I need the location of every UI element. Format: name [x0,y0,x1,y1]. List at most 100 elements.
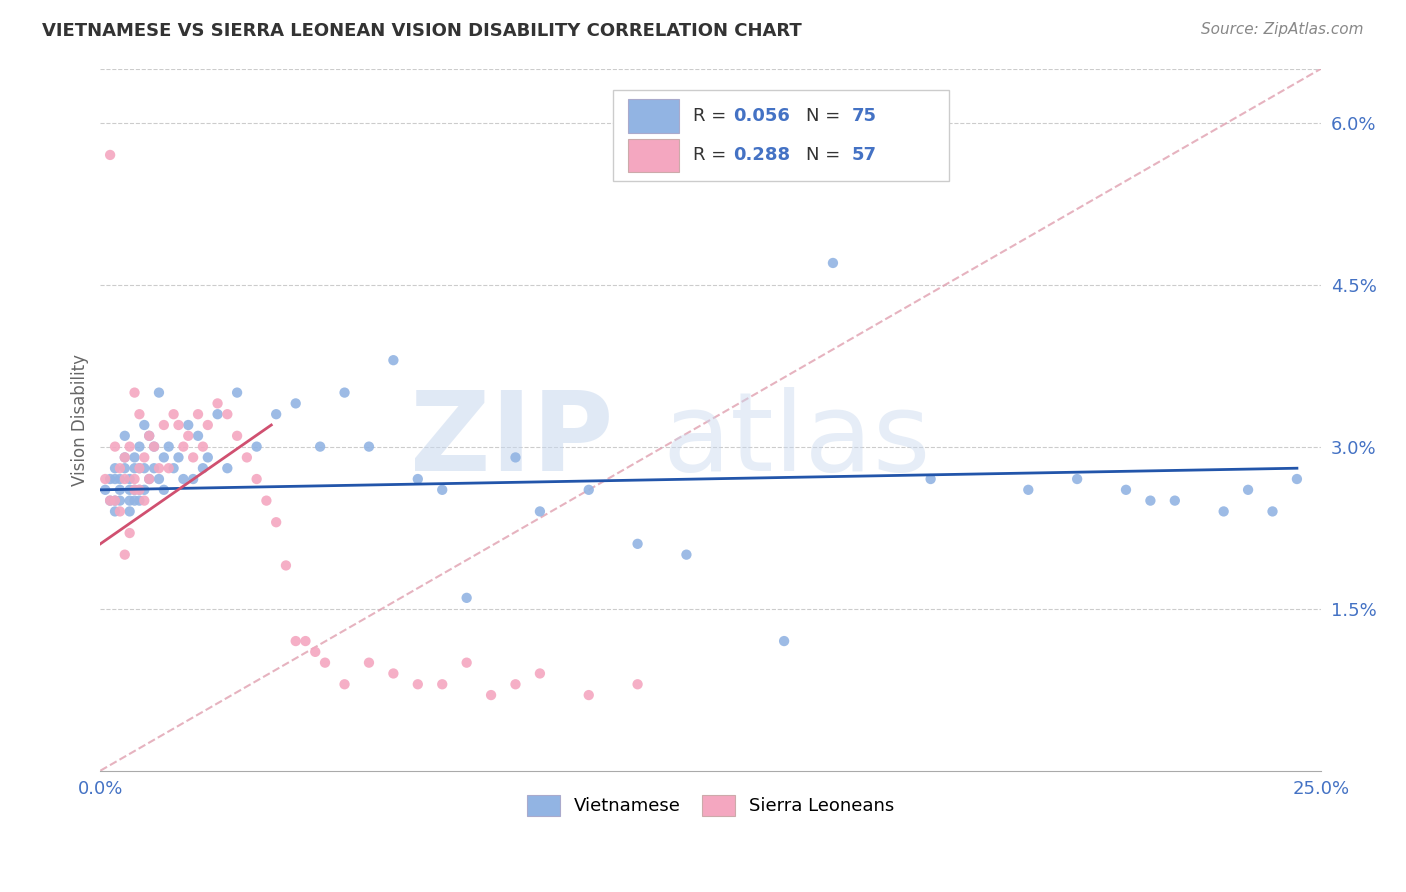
Text: ZIP: ZIP [409,387,613,494]
Point [246,440,269,454]
Point [104,493,127,508]
Point [118,483,141,497]
Point [1212,504,1234,518]
Point [128,461,150,475]
Point [382,666,405,681]
Point [108,483,131,497]
Point [207,396,229,410]
Text: Source: ZipAtlas.com: Source: ZipAtlas.com [1201,22,1364,37]
Point [1261,504,1284,518]
Point [226,429,249,443]
Legend: Vietnamese, Sierra Leoneans: Vietnamese, Sierra Leoneans [517,786,904,825]
Text: R =: R = [693,146,731,164]
Point [217,461,239,475]
Point [94,483,117,497]
Point [98,493,121,508]
Point [432,677,454,691]
Point [626,677,648,691]
Point [432,483,454,497]
Point [134,450,156,465]
Point [143,440,166,454]
Point [128,440,150,454]
Point [157,461,180,475]
Point [626,537,648,551]
Text: R =: R = [693,106,731,125]
Point [143,461,166,475]
Point [236,450,259,465]
Point [578,483,600,497]
Point [294,634,316,648]
Point [128,483,150,497]
Point [118,526,141,541]
Point [217,407,239,421]
Point [1066,472,1088,486]
Point [773,634,796,648]
Point [143,440,166,454]
Point [172,440,194,454]
Point [104,440,127,454]
Point [114,429,136,443]
Point [254,493,277,508]
Bar [628,139,679,172]
Point [207,407,229,421]
Point [104,504,127,518]
Point [264,515,287,529]
Point [333,385,356,400]
Point [1139,493,1161,508]
Point [128,461,150,475]
Point [181,450,204,465]
Point [177,417,200,432]
Point [197,417,219,432]
Point [124,385,146,400]
Point [98,493,121,508]
Point [675,548,697,562]
Point [1115,483,1137,497]
Point [114,450,136,465]
Point [505,677,527,691]
Point [153,417,176,432]
Point [333,677,356,691]
Point [1164,493,1187,508]
Point [1237,483,1260,497]
Point [529,504,551,518]
Point [172,472,194,486]
Point [821,256,844,270]
Point [191,440,214,454]
Point [456,656,478,670]
Point [309,440,332,454]
Point [98,472,121,486]
Point [578,688,600,702]
Point [108,493,131,508]
Point [148,461,170,475]
Text: VIETNAMESE VS SIERRA LEONEAN VISION DISABILITY CORRELATION CHART: VIETNAMESE VS SIERRA LEONEAN VISION DISA… [42,22,801,40]
Point [124,472,146,486]
Text: 0.288: 0.288 [733,146,790,164]
Text: 75: 75 [851,106,876,125]
Point [177,429,200,443]
Point [920,472,942,486]
Point [128,407,150,421]
Point [246,472,269,486]
Y-axis label: Vision Disability: Vision Disability [72,353,89,485]
Point [167,450,190,465]
Point [134,493,156,508]
Point [124,493,146,508]
Point [187,429,209,443]
Bar [628,99,679,133]
Text: N =: N = [806,146,846,164]
Point [128,483,150,497]
Point [114,548,136,562]
Point [114,450,136,465]
Point [153,483,176,497]
Point [108,504,131,518]
Point [108,461,131,475]
Point [128,493,150,508]
Point [108,472,131,486]
Point [479,688,502,702]
Point [138,472,160,486]
Point [138,429,160,443]
Point [124,483,146,497]
Point [124,450,146,465]
FancyBboxPatch shape [613,89,949,181]
Point [226,385,249,400]
